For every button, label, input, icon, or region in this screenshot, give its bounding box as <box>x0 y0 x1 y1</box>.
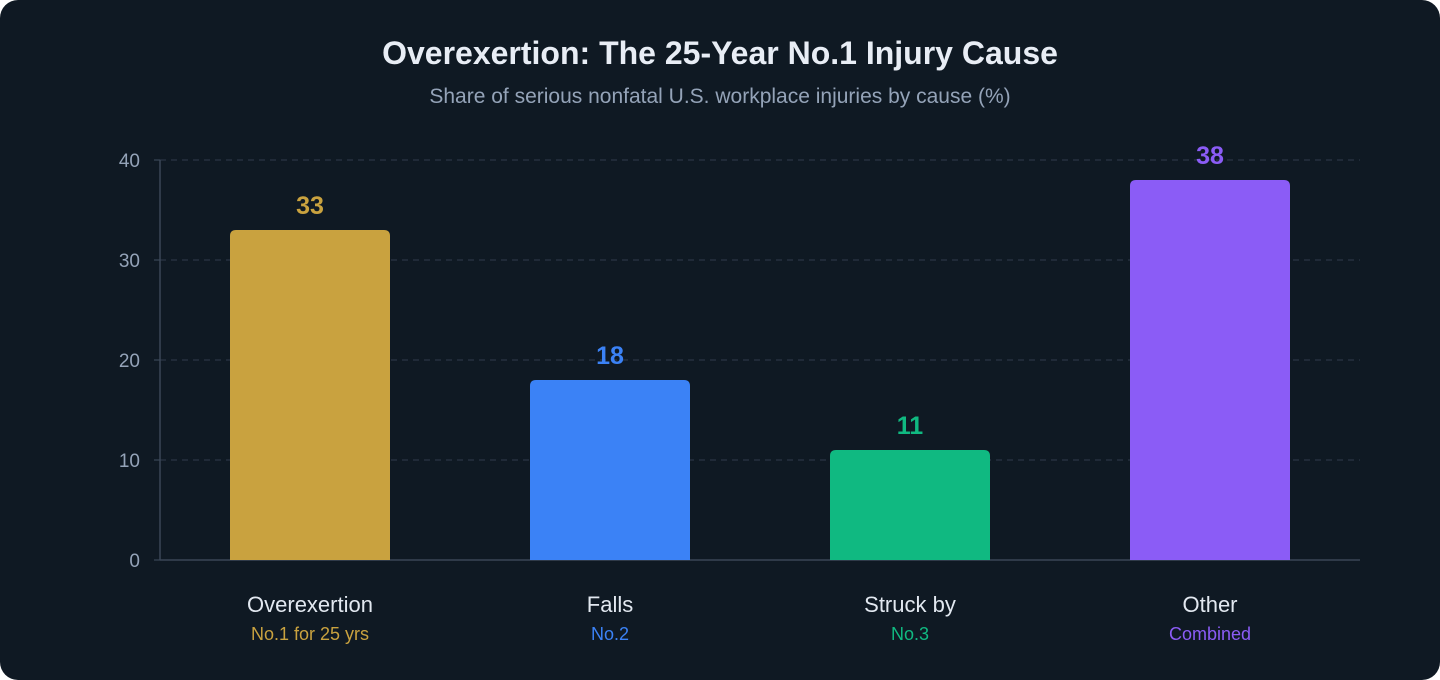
x-category-label: Other <box>1182 592 1237 617</box>
x-category-label: Struck by <box>864 592 956 617</box>
x-category-label: Overexertion <box>247 592 373 617</box>
chart-title: Overexertion: The 25-Year No.1 Injury Ca… <box>382 35 1058 71</box>
chart-subtitle: Share of serious nonfatal U.S. workplace… <box>429 85 1011 108</box>
y-tick-label: 0 <box>129 551 140 572</box>
y-tick-label: 10 <box>119 451 140 472</box>
x-category-note: No.1 for 25 yrs <box>251 624 369 644</box>
value-label: 11 <box>897 412 924 440</box>
y-tick-label: 20 <box>119 351 140 372</box>
x-category-label: Falls <box>587 592 633 617</box>
bar-other <box>1130 180 1290 560</box>
x-category-note: Combined <box>1169 624 1251 644</box>
y-tick-label: 40 <box>119 151 140 172</box>
x-category-note: No.3 <box>891 624 929 644</box>
x-category-note: No.2 <box>591 624 629 644</box>
value-label: 18 <box>596 342 624 370</box>
value-label: 38 <box>1196 142 1224 170</box>
bar-struck-by <box>830 450 990 560</box>
y-tick-label: 30 <box>119 251 140 272</box>
bar-overexertion <box>230 230 390 560</box>
value-label: 33 <box>296 192 324 220</box>
bar-falls <box>530 380 690 560</box>
